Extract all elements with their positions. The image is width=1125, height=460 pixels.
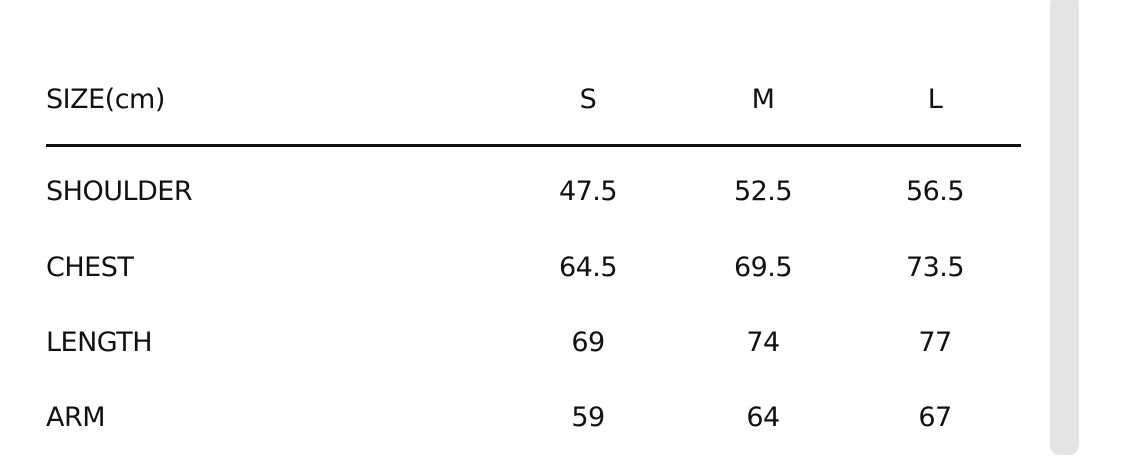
scrollbar[interactable] [1050,0,1079,455]
header-label: SIZE(cm) [46,84,165,115]
row-value: 47.5 [558,176,618,207]
row-value: 77 [918,327,952,358]
row-value: 69 [571,327,605,358]
row-label: ARM [46,402,106,433]
row-label: SHOULDER [46,176,193,207]
row-value: 67 [918,402,952,433]
header-divider [46,144,1021,147]
row-value: 56.5 [905,176,965,207]
row-value: 74 [746,327,780,358]
header-size-l: L [927,84,943,115]
row-value: 64 [746,402,780,433]
row-value: 69.5 [733,252,793,283]
row-value: 64.5 [558,252,618,283]
row-value: 73.5 [905,252,965,283]
header-size-m: M [751,84,775,115]
row-label: LENGTH [46,327,153,358]
row-label: CHEST [46,252,134,283]
row-value: 59 [571,402,605,433]
row-value: 52.5 [733,176,793,207]
header-size-s: S [579,84,597,115]
